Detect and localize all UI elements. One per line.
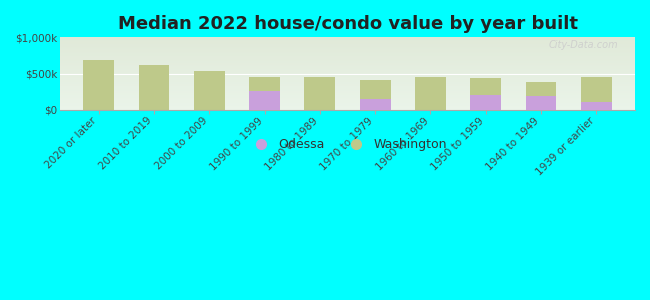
Bar <box>60 66 650 67</box>
Bar <box>60 39 650 40</box>
Bar <box>60 99 650 100</box>
Bar <box>60 103 650 104</box>
Bar <box>60 77 650 78</box>
Bar <box>60 47 650 48</box>
Bar <box>60 37 650 38</box>
Bar <box>60 62 650 63</box>
Bar <box>60 74 650 75</box>
Bar <box>60 107 650 108</box>
Bar <box>60 88 650 89</box>
Bar <box>60 101 650 102</box>
Bar <box>194 71 225 110</box>
Text: City-Data.com: City-Data.com <box>548 40 617 50</box>
Bar <box>60 108 650 109</box>
Bar <box>60 57 650 58</box>
Bar <box>60 87 650 88</box>
Bar <box>60 86 650 87</box>
Bar <box>60 64 650 65</box>
Bar <box>60 84 650 85</box>
Bar <box>60 76 650 77</box>
Bar <box>138 65 170 110</box>
Bar <box>83 60 114 110</box>
Bar <box>60 83 650 84</box>
Bar <box>60 85 650 86</box>
Bar <box>526 96 556 110</box>
Bar <box>60 100 650 101</box>
Bar <box>415 76 446 110</box>
Bar <box>60 104 650 105</box>
Bar <box>60 94 650 95</box>
Bar <box>60 68 650 69</box>
Bar <box>60 91 650 92</box>
Bar <box>60 92 650 93</box>
Bar <box>60 45 650 46</box>
Bar <box>60 98 650 99</box>
Bar <box>60 71 650 72</box>
Bar <box>60 56 650 57</box>
Bar <box>60 52 650 53</box>
Bar <box>60 53 650 54</box>
Bar <box>60 70 650 71</box>
Bar <box>60 69 650 70</box>
Bar <box>249 91 280 110</box>
Bar <box>304 76 335 110</box>
Bar <box>60 41 650 42</box>
Bar <box>60 105 650 106</box>
Bar <box>60 90 650 91</box>
Bar <box>60 59 650 60</box>
Bar <box>60 95 650 96</box>
Bar <box>60 106 650 107</box>
Bar <box>60 97 650 98</box>
Bar <box>60 49 650 50</box>
Bar <box>359 99 391 110</box>
Bar <box>60 40 650 41</box>
Bar <box>60 82 650 83</box>
Title: Median 2022 house/condo value by year built: Median 2022 house/condo value by year bu… <box>118 15 577 33</box>
Bar <box>60 48 650 49</box>
Bar <box>60 89 650 90</box>
Bar <box>60 63 650 64</box>
Bar <box>581 102 612 110</box>
Bar <box>60 65 650 66</box>
Bar <box>60 73 650 74</box>
Bar <box>60 61 650 62</box>
Bar <box>470 78 501 110</box>
Bar <box>60 42 650 43</box>
Bar <box>60 109 650 110</box>
Bar <box>60 54 650 55</box>
Bar <box>60 50 650 51</box>
Bar <box>60 102 650 103</box>
Bar <box>470 95 501 110</box>
Bar <box>359 80 391 110</box>
Bar <box>60 58 650 59</box>
Bar <box>60 60 650 61</box>
Bar <box>60 78 650 79</box>
Bar <box>60 93 650 94</box>
Bar <box>526 82 556 110</box>
Bar <box>60 79 650 80</box>
Legend: Odessa, Washington: Odessa, Washington <box>243 133 452 156</box>
Bar <box>581 77 612 110</box>
Bar <box>60 96 650 97</box>
Bar <box>249 76 280 110</box>
Bar <box>60 51 650 52</box>
Bar <box>60 38 650 39</box>
Bar <box>60 80 650 81</box>
Bar <box>60 75 650 76</box>
Bar <box>60 72 650 73</box>
Bar <box>60 46 650 47</box>
Bar <box>60 81 650 82</box>
Bar <box>60 67 650 68</box>
Bar <box>60 44 650 45</box>
